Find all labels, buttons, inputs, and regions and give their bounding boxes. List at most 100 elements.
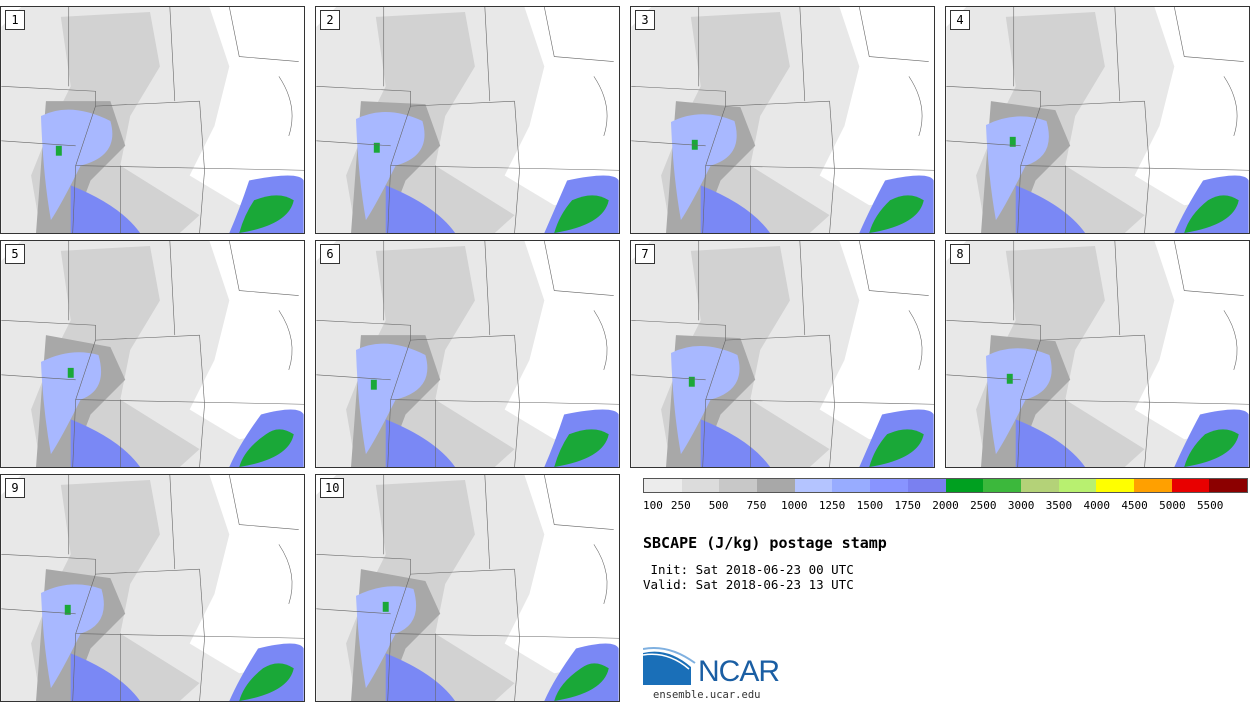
state-border: [1017, 399, 1021, 467]
colorbar-tick-label: 2000: [932, 499, 959, 512]
state-border: [1114, 7, 1121, 102]
colorbar-swatch: [719, 479, 758, 492]
state-border: [514, 170, 520, 233]
cape-region-green: [869, 195, 924, 233]
map-panel-5: 5: [0, 240, 305, 468]
state-border: [199, 404, 205, 467]
state-border: [316, 608, 391, 615]
map-field-10: [316, 475, 619, 701]
state-border: [484, 241, 491, 336]
cape-region-blue-light: [40, 109, 113, 221]
map-panel-2: 2: [315, 6, 620, 234]
colorbar-swatch: [1096, 479, 1134, 492]
state-border: [387, 633, 391, 701]
state-border: [799, 7, 806, 102]
state-border: [859, 241, 929, 296]
cape-region-blue: [700, 185, 771, 233]
state-border: [229, 475, 299, 530]
state-border: [169, 475, 176, 570]
colorbar-tick-label: 1750: [894, 499, 921, 512]
state-border: [593, 544, 608, 604]
state-border: [1223, 310, 1238, 370]
colorbar-swatch: [870, 479, 908, 492]
colorbar-tick-label: 5000: [1159, 499, 1186, 512]
panel-label: 1: [5, 10, 25, 30]
cape-cell-green: [64, 604, 71, 615]
state-border: [316, 374, 391, 381]
cape-region-blue-light: [355, 586, 417, 689]
state-border: [514, 404, 520, 467]
colorbar-swatch: [983, 479, 1021, 492]
panel-label: 7: [635, 244, 655, 264]
map-field-5: [1, 241, 304, 467]
cape-region-green: [554, 429, 609, 467]
cape-region-green: [239, 663, 294, 701]
state-border: [229, 241, 299, 296]
state-border: [1, 86, 200, 107]
panel-label: 8: [950, 244, 970, 264]
state-border: [316, 554, 515, 575]
state-border: [593, 76, 608, 136]
state-border: [1, 608, 76, 615]
panel-label: 3: [635, 10, 655, 30]
colorbar-tick-label: 1250: [818, 499, 846, 512]
colorbar-swatch: [681, 479, 720, 492]
state-border: [169, 7, 176, 102]
state-border: [829, 335, 835, 405]
map-panel-9: 9: [0, 474, 305, 702]
valid-time: Valid: Sat 2018-06-23 13 UTC: [643, 577, 854, 592]
map-field-6: [316, 241, 619, 467]
cape-cell-green: [55, 145, 62, 156]
state-border: [859, 7, 929, 62]
state-border: [631, 140, 706, 147]
state-border: [631, 320, 830, 341]
colorbar-tick-label: 1000: [781, 499, 808, 512]
site-url[interactable]: ensemble.ucar.edu: [653, 689, 761, 701]
state-border: [946, 140, 1021, 147]
colorbar-tick-label: 1500: [856, 499, 884, 512]
cape-region-green: [239, 195, 294, 233]
panel-label: 9: [5, 478, 25, 498]
state-border: [1, 320, 200, 341]
cape-region-green: [869, 429, 924, 467]
panel-label: 5: [5, 244, 25, 264]
map-panel-4: 4: [945, 6, 1250, 234]
colorbar-tick-label: 250: [670, 499, 691, 512]
state-border: [1174, 7, 1244, 62]
cape-cell-green: [67, 367, 74, 378]
cape-region-blue: [1015, 419, 1086, 467]
state-border: [72, 165, 76, 233]
state-border: [702, 399, 706, 467]
map-panel-8: 8: [945, 240, 1250, 468]
map-field-8: [946, 241, 1249, 467]
cape-region-blue: [1015, 185, 1086, 233]
cape-region-blue-light: [985, 348, 1052, 455]
init-time: Init: Sat 2018-06-23 00 UTC: [643, 562, 854, 577]
colorbar-swatch: [832, 479, 871, 492]
state-border: [702, 165, 706, 233]
map-field-4: [946, 7, 1249, 233]
map-field-1: [1, 7, 304, 233]
colorbar-swatch: [1058, 479, 1097, 492]
cape-cell-green: [370, 379, 377, 390]
map-panel-10: 10: [315, 474, 620, 702]
cape-region-green: [239, 429, 294, 467]
colorbar-swatch: [1209, 479, 1247, 492]
state-border: [169, 241, 176, 336]
cape-region-green: [554, 195, 609, 233]
colorbar-labels: 100 250 500 750 1000 1250 1500 1750 2000 2500 3000…: [643, 499, 1248, 513]
state-border: [1144, 170, 1150, 233]
state-border: [514, 569, 520, 639]
cape-region-blue: [70, 653, 141, 701]
state-border: [1144, 335, 1150, 405]
cape-region-blue: [385, 653, 456, 701]
state-border: [829, 101, 835, 171]
state-border: [829, 170, 835, 233]
colorbar-swatch: [907, 479, 946, 492]
colorbar-swatch: [1171, 479, 1210, 492]
cape-region-blue: [70, 185, 141, 233]
state-border: [1, 374, 76, 381]
colorbar-swatch: [794, 479, 833, 492]
cape-region-blue: [385, 419, 456, 467]
state-border: [1223, 76, 1238, 136]
